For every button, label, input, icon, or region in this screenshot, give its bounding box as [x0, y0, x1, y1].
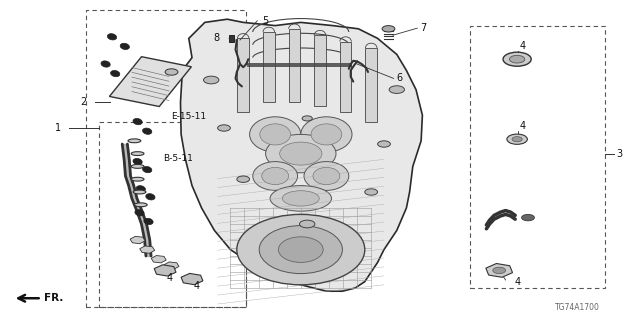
- Text: 4: 4: [515, 276, 521, 287]
- Ellipse shape: [128, 139, 141, 143]
- Circle shape: [300, 220, 315, 228]
- Ellipse shape: [260, 124, 291, 145]
- Text: 4: 4: [193, 281, 200, 292]
- Ellipse shape: [133, 118, 142, 125]
- Circle shape: [509, 55, 525, 63]
- Bar: [340, 42, 351, 112]
- Text: 4: 4: [166, 273, 173, 283]
- Ellipse shape: [280, 142, 322, 165]
- Ellipse shape: [133, 190, 146, 194]
- Ellipse shape: [301, 117, 352, 152]
- Ellipse shape: [304, 162, 349, 190]
- Ellipse shape: [259, 226, 342, 274]
- Circle shape: [378, 141, 390, 147]
- Circle shape: [522, 214, 534, 221]
- Bar: [237, 38, 249, 112]
- Text: 7: 7: [420, 23, 427, 33]
- Ellipse shape: [262, 167, 289, 185]
- Ellipse shape: [101, 61, 110, 67]
- Text: TG74A1700: TG74A1700: [556, 303, 600, 312]
- Circle shape: [512, 137, 522, 142]
- Bar: [314, 35, 326, 106]
- Ellipse shape: [131, 152, 144, 156]
- Circle shape: [237, 176, 250, 182]
- Circle shape: [365, 189, 378, 195]
- Circle shape: [218, 125, 230, 131]
- Ellipse shape: [237, 214, 365, 285]
- Ellipse shape: [134, 203, 147, 207]
- Ellipse shape: [311, 124, 342, 145]
- Ellipse shape: [143, 166, 152, 173]
- Text: B-5-11: B-5-11: [163, 154, 193, 163]
- Ellipse shape: [143, 128, 152, 134]
- Bar: [86, 10, 246, 307]
- Text: 6: 6: [397, 73, 403, 84]
- Ellipse shape: [266, 134, 336, 173]
- Bar: [99, 122, 246, 307]
- Bar: [229, 35, 234, 42]
- Ellipse shape: [108, 34, 116, 40]
- Circle shape: [503, 52, 531, 66]
- Text: 3: 3: [616, 148, 623, 159]
- Bar: [365, 48, 377, 122]
- Text: 5: 5: [262, 16, 269, 26]
- Ellipse shape: [111, 70, 120, 77]
- Ellipse shape: [278, 237, 323, 262]
- Polygon shape: [180, 19, 422, 291]
- Bar: [263, 32, 275, 102]
- Text: FR.: FR.: [44, 292, 63, 303]
- Ellipse shape: [135, 210, 144, 216]
- Ellipse shape: [253, 162, 298, 190]
- Ellipse shape: [144, 218, 153, 225]
- Circle shape: [382, 26, 395, 32]
- Ellipse shape: [131, 177, 144, 181]
- Circle shape: [507, 134, 527, 144]
- Circle shape: [165, 69, 178, 75]
- Bar: [470, 26, 605, 288]
- Ellipse shape: [270, 186, 332, 211]
- Circle shape: [204, 76, 219, 84]
- Text: 2: 2: [80, 97, 86, 108]
- Circle shape: [302, 116, 312, 121]
- Ellipse shape: [136, 186, 145, 192]
- Ellipse shape: [146, 194, 155, 200]
- Ellipse shape: [313, 167, 340, 185]
- Ellipse shape: [131, 164, 144, 168]
- Ellipse shape: [120, 43, 129, 50]
- Ellipse shape: [133, 158, 142, 165]
- Circle shape: [493, 267, 506, 274]
- FancyBboxPatch shape: [109, 57, 191, 107]
- Ellipse shape: [282, 191, 319, 206]
- Text: 8: 8: [213, 33, 220, 43]
- Text: 1: 1: [54, 123, 61, 133]
- Ellipse shape: [250, 117, 301, 152]
- Text: E-15-11: E-15-11: [172, 112, 207, 121]
- Text: 4: 4: [520, 41, 526, 52]
- Circle shape: [389, 86, 404, 93]
- Bar: [289, 29, 300, 102]
- Text: 4: 4: [520, 121, 526, 132]
